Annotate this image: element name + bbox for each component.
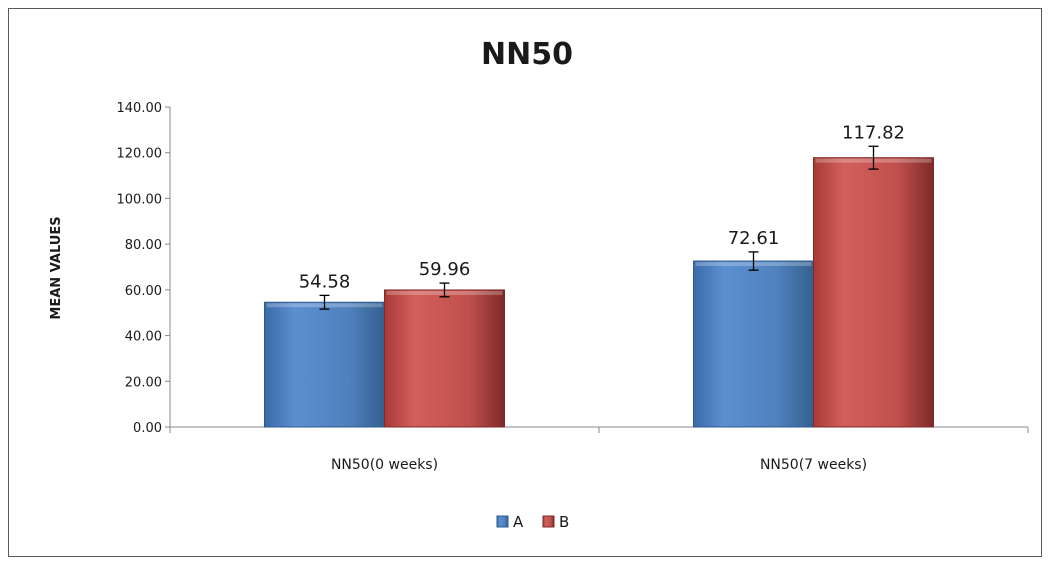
legend-swatch-a [496, 515, 509, 528]
y-tick-label: 20.00 [125, 375, 162, 390]
y-tick-label: 100.00 [117, 192, 163, 207]
y-tick-label: 60.00 [125, 284, 162, 299]
bars: 54.58 72.61 59.96 117.82 [264, 122, 934, 428]
y-tick-label: 140.00 [117, 101, 163, 116]
y-tick-label: 120.00 [117, 147, 163, 162]
data-label: 117.82 [842, 122, 905, 143]
bar-b-1 [384, 289, 505, 428]
y-axis-label: MEAN VALUES [49, 216, 64, 319]
bar-b-2 [813, 157, 934, 428]
bar-a-1 [264, 301, 385, 428]
x-tick-label: NN50(7 weeks) [760, 457, 867, 473]
bar-a-2 [693, 260, 814, 428]
y-tick-label: 40.00 [125, 330, 162, 345]
chart-title: NN50 [481, 37, 573, 72]
x-tick-label: NN50(0 weeks) [331, 457, 438, 473]
legend-label-b: B [559, 513, 569, 531]
legend-swatch-b [542, 515, 555, 528]
legend-label-a: A [513, 513, 524, 531]
y-tick-label: 0.00 [133, 421, 162, 436]
data-label: 72.61 [728, 228, 780, 249]
data-label: 59.96 [419, 259, 471, 280]
data-label: 54.58 [299, 271, 351, 292]
y-tick-label: 80.00 [125, 238, 162, 253]
